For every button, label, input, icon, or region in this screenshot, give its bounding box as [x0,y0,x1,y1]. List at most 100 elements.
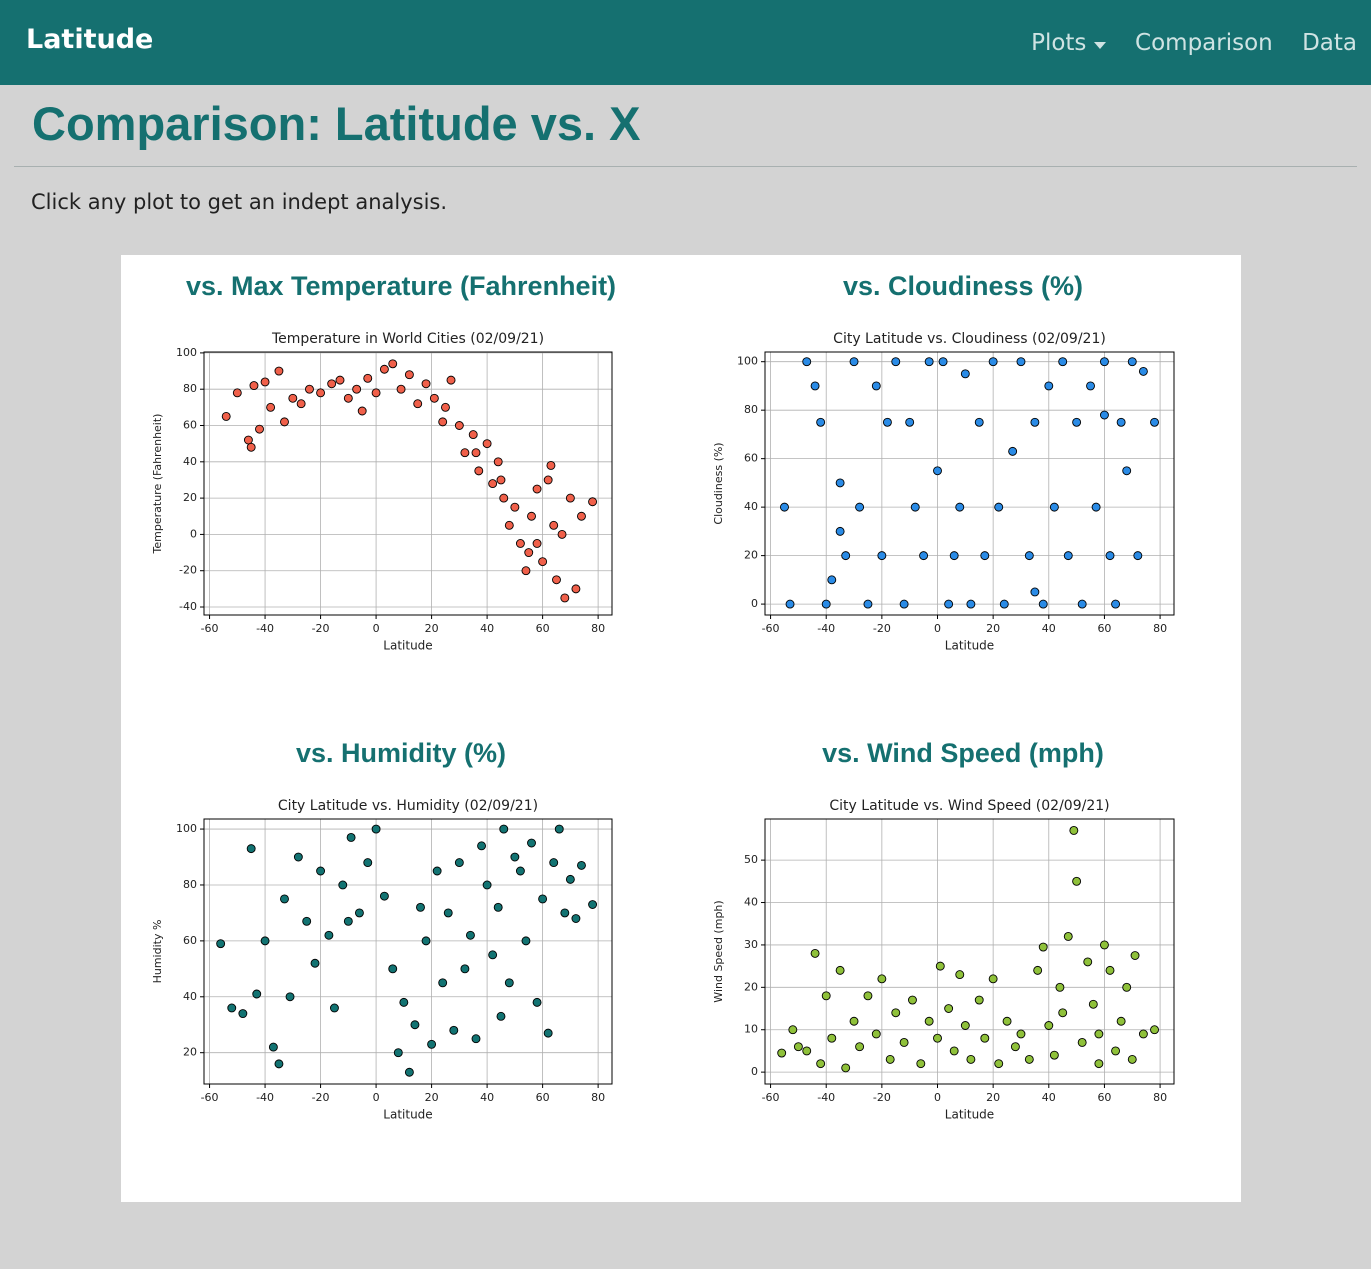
point[interactable] [891,1008,901,1018]
point[interactable] [421,936,431,946]
point[interactable] [877,974,887,984]
point[interactable] [316,388,326,398]
point[interactable] [1072,417,1082,427]
point[interactable] [1058,1008,1068,1018]
point[interactable] [1055,982,1065,992]
point[interactable] [1138,1029,1148,1039]
point[interactable] [310,958,320,968]
point[interactable] [515,539,525,548]
point[interactable] [960,1021,970,1030]
point[interactable] [863,991,873,1001]
point[interactable] [802,1046,812,1056]
point[interactable] [471,448,481,458]
point[interactable] [221,411,231,421]
point[interactable] [1127,1054,1137,1064]
point[interactable] [446,375,456,385]
point[interactable] [810,948,820,958]
point[interactable] [949,1046,959,1056]
point[interactable] [802,357,812,367]
point[interactable] [924,1016,934,1026]
point[interactable] [1010,1042,1020,1052]
point[interactable] [871,381,881,391]
point[interactable] [488,950,498,960]
nav-link[interactable]: Plots [1031,30,1106,56]
point[interactable] [404,370,414,380]
point[interactable] [944,1004,954,1013]
point[interactable] [324,930,334,940]
point[interactable] [1077,1037,1087,1047]
point[interactable] [980,1033,990,1043]
point[interactable] [246,844,256,854]
point[interactable] [855,1042,865,1052]
point[interactable] [238,1009,248,1019]
nav-link-text[interactable]: Plots [1031,30,1087,56]
point[interactable] [1122,466,1132,476]
point[interactable] [1094,1059,1104,1069]
point[interactable] [1105,965,1115,975]
point[interactable] [841,1063,851,1073]
point[interactable] [588,900,598,909]
point[interactable] [560,908,570,918]
point[interactable] [302,916,312,926]
point[interactable] [571,914,581,923]
point[interactable] [1083,957,1093,967]
point[interactable] [255,424,264,434]
point[interactable] [521,566,531,576]
point[interactable] [988,357,998,367]
point[interactable] [1150,417,1159,427]
point[interactable] [216,939,226,949]
point[interactable] [554,824,564,834]
point[interactable] [413,399,423,409]
point[interactable] [515,866,525,876]
point[interactable] [1105,551,1115,561]
point[interactable] [577,511,586,521]
point[interactable] [441,402,450,412]
point[interactable] [546,460,556,470]
point[interactable] [821,991,831,1001]
point[interactable] [1116,1016,1126,1026]
point[interactable] [379,364,389,374]
point[interactable] [1030,587,1040,597]
point[interactable] [882,417,892,427]
point[interactable] [527,838,536,848]
point[interactable] [827,1033,837,1043]
point[interactable] [343,916,353,926]
point[interactable] [363,373,373,383]
point[interactable] [966,1054,976,1064]
point[interactable] [849,1016,859,1026]
point[interactable] [905,417,915,427]
point[interactable] [1038,942,1048,952]
point[interactable] [538,557,548,567]
point[interactable] [343,393,353,403]
point[interactable] [835,526,845,536]
point[interactable] [493,902,503,912]
point[interactable] [885,1054,895,1064]
point[interactable] [388,964,398,974]
point[interactable] [404,1067,414,1077]
point[interactable] [357,406,367,416]
point[interactable] [1099,357,1109,367]
point[interactable] [532,539,542,548]
point[interactable] [960,369,970,379]
point[interactable] [346,832,356,842]
point[interactable] [1127,357,1137,367]
point[interactable] [252,989,262,999]
point[interactable] [232,388,242,398]
point[interactable] [1111,1046,1121,1056]
point[interactable] [944,599,954,609]
point[interactable] [988,974,998,984]
point[interactable] [557,529,567,539]
panel-heading[interactable]: vs. Cloudiness (%) [843,271,1083,301]
point[interactable] [1049,1050,1059,1060]
point[interactable] [460,448,470,458]
point[interactable] [227,1003,237,1013]
point[interactable] [1086,381,1095,391]
point[interactable] [565,493,575,503]
point[interactable] [1044,381,1054,391]
point[interactable] [363,858,373,868]
point[interactable] [1038,599,1048,609]
point[interactable] [565,874,575,884]
point[interactable] [1030,417,1040,427]
point[interactable] [849,357,859,367]
point[interactable] [1091,502,1101,512]
